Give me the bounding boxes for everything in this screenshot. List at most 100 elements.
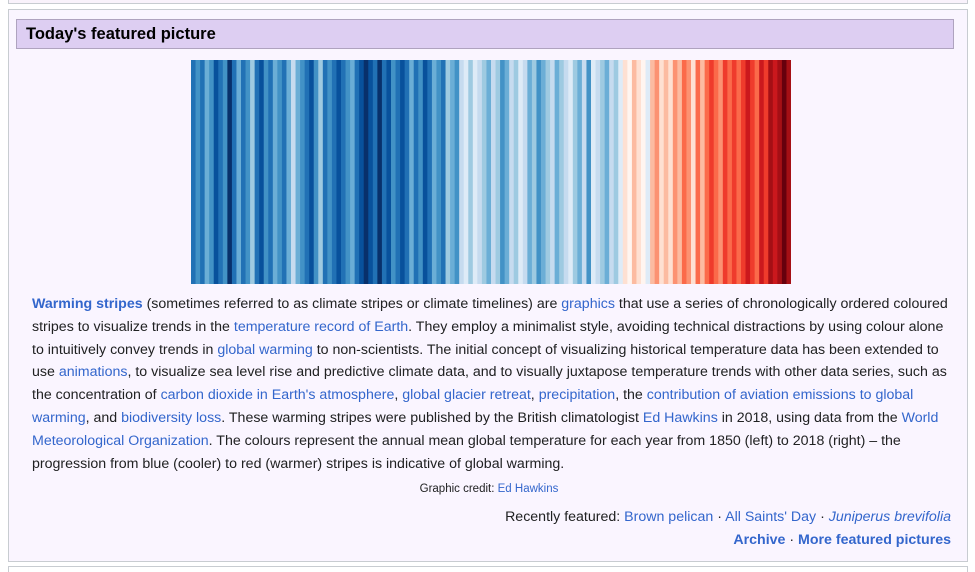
blurb-text: to non-scientists. The initial concept o…: [32, 341, 939, 381]
stripe: [468, 60, 474, 284]
stripe: [454, 60, 460, 284]
stripe: [522, 60, 528, 284]
stripe: [554, 60, 560, 284]
stripe: [691, 60, 697, 284]
link-glacier-retreat[interactable]: global glacier retreat: [402, 387, 531, 404]
separator: ·: [785, 532, 799, 548]
stripe: [236, 60, 242, 284]
stripe: [313, 60, 319, 284]
stripe: [245, 60, 251, 284]
link-wmo[interactable]: World Meteorological Organization: [32, 409, 939, 449]
stripe: [259, 60, 265, 284]
stripe: [550, 60, 556, 284]
stripe: [331, 60, 338, 284]
stripe: [204, 60, 210, 284]
link-global-warming[interactable]: global warming: [217, 341, 313, 358]
link-warming-stripes[interactable]: Warming stripes: [32, 296, 143, 312]
stripe: [754, 60, 760, 284]
featured-picture-panel: Today's featured picture Warming stripes…: [8, 9, 968, 562]
stripe: [200, 60, 206, 284]
stripe: [709, 60, 715, 284]
stripe: [341, 60, 347, 284]
stripe: [404, 60, 410, 284]
stripe: [668, 60, 674, 284]
stripe: [527, 60, 533, 284]
link-precipitation[interactable]: precipitation: [538, 387, 616, 404]
stripe: [559, 60, 565, 284]
stripe: [536, 60, 542, 284]
credit-link-ed-hawkins[interactable]: Ed Hawkins: [497, 483, 559, 495]
recently-featured: Recently featured: Brown pelican · All S…: [505, 509, 951, 525]
stripe: [768, 60, 774, 284]
stripe: [327, 60, 333, 284]
stripe: [291, 60, 297, 284]
link-temperature-record[interactable]: temperature record of Earth: [233, 318, 409, 335]
recent-link-juniperus-brevifolia[interactable]: Juniperus brevifolia: [829, 509, 951, 525]
blurb-text: , the: [615, 387, 647, 404]
stripe: [745, 60, 751, 284]
stripe: [672, 60, 678, 284]
stripe: [736, 60, 742, 284]
stripe: [700, 60, 706, 284]
more-featured-pictures-link[interactable]: More featured pictures: [798, 532, 951, 548]
stripe: [518, 60, 524, 284]
stripe: [654, 60, 660, 284]
stripe: [363, 60, 369, 284]
blurb-text: ,: [530, 387, 539, 404]
link-aviation-emissions[interactable]: contribution of aviation emissions to gl…: [32, 387, 914, 426]
archive-link[interactable]: Archive: [733, 532, 786, 548]
stripe: [377, 60, 383, 284]
stripe: [759, 60, 765, 284]
stripe: [241, 60, 247, 284]
stripe: [663, 60, 669, 284]
archive-links: Archive · More featured pictures: [733, 532, 951, 548]
panel-title: Today's featured picture: [26, 24, 216, 43]
stripe: [500, 60, 506, 284]
stripe: [336, 60, 342, 284]
stripe: [545, 60, 551, 284]
stripe: [300, 60, 306, 284]
stripe: [395, 60, 401, 284]
stripe: [572, 60, 578, 284]
link-animations[interactable]: animations: [58, 364, 128, 381]
stripe: [781, 60, 788, 284]
link-carbon-dioxide[interactable]: carbon dioxide in Earth's atmosphere: [160, 387, 395, 404]
next-section-frame: [8, 566, 968, 572]
blurb-text: , and: [85, 409, 122, 426]
stripe: [318, 60, 324, 284]
link-ed-hawkins[interactable]: Ed Hawkins: [642, 409, 718, 426]
stripe: [641, 60, 647, 284]
recent-link-brown-pelican[interactable]: Brown pelican: [624, 509, 714, 525]
stripe: [481, 60, 488, 284]
stripe: [627, 60, 633, 284]
stripe: [541, 60, 547, 284]
stripe: [622, 60, 628, 284]
stripe: [191, 60, 197, 284]
stripe: [495, 60, 501, 284]
stripe: [400, 60, 406, 284]
stripe: [463, 60, 469, 284]
stripe: [391, 60, 397, 284]
stripe: [645, 60, 651, 284]
separator: ·: [816, 509, 829, 525]
stripe: [218, 60, 224, 284]
warming-stripes-image[interactable]: [191, 60, 791, 284]
stripe: [309, 60, 315, 284]
recently-featured-label: Recently featured:: [505, 509, 625, 525]
stripe: [295, 60, 301, 284]
link-graphics[interactable]: graphics: [561, 296, 615, 312]
stripe: [595, 60, 601, 284]
blurb-text: that use a series of chronologically ord…: [32, 296, 948, 335]
stripe: [450, 60, 456, 284]
stripe: [618, 60, 624, 284]
link-biodiversity-loss[interactable]: biodiversity loss: [121, 409, 222, 426]
stripe: [436, 60, 442, 284]
stripe: [304, 60, 310, 284]
stripe: [586, 60, 592, 284]
stripe: [209, 60, 215, 284]
stripe: [254, 60, 260, 284]
stripe: [268, 60, 274, 284]
stripe: [427, 60, 433, 284]
stripe: [359, 60, 365, 284]
recent-link-all-saints-day[interactable]: All Saints' Day: [725, 509, 817, 525]
